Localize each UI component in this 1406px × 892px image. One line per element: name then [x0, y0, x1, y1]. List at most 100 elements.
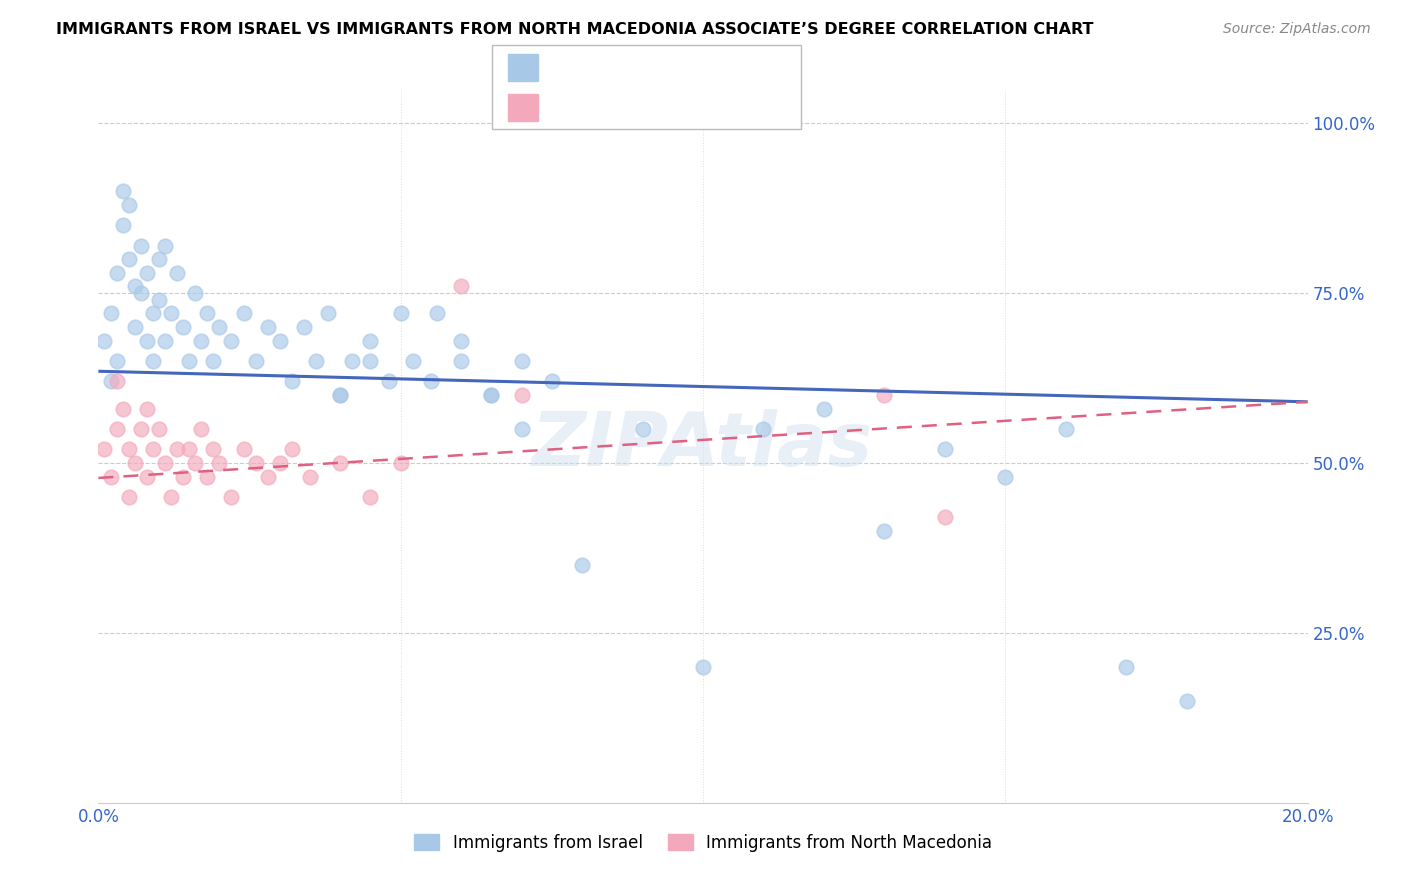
Point [208, 320, 231, 334]
Point [135, 469, 157, 483]
Point [692, 660, 714, 674]
Point [481, 388, 503, 402]
Point [100, 469, 122, 483]
Point [360, 334, 382, 348]
Point [179, 442, 201, 457]
Point [118, 490, 141, 504]
Point [148, 252, 170, 266]
Point [93, 334, 115, 348]
Point [100, 306, 122, 320]
Point [118, 252, 141, 266]
Point [129, 286, 152, 301]
Point [1175, 694, 1198, 708]
Point [873, 524, 896, 538]
Point [202, 442, 225, 457]
Point [142, 442, 165, 457]
Point [256, 469, 278, 483]
Point [342, 354, 364, 368]
Point [118, 442, 141, 457]
Point [124, 456, 146, 470]
Text: ZIPAtlas: ZIPAtlas [533, 409, 873, 483]
Point [269, 334, 291, 348]
Point [105, 422, 128, 436]
Point [232, 442, 254, 457]
Point [153, 238, 176, 252]
Text: R =: R = [548, 60, 579, 75]
Point [420, 375, 443, 389]
Text: IMMIGRANTS FROM ISRAEL VS IMMIGRANTS FROM NORTH MACEDONIA ASSOCIATE’S DEGREE COR: IMMIGRANTS FROM ISRAEL VS IMMIGRANTS FRO… [56, 22, 1094, 37]
Point [105, 375, 128, 389]
Point [540, 375, 562, 389]
Point [360, 354, 382, 368]
Point [360, 490, 382, 504]
Point [142, 354, 165, 368]
Point [148, 293, 170, 307]
Point [160, 490, 183, 504]
Point [135, 334, 157, 348]
Point [934, 510, 956, 524]
FancyBboxPatch shape [508, 94, 538, 120]
Point [752, 422, 775, 436]
Point [389, 456, 412, 470]
Point [377, 375, 399, 389]
Point [142, 306, 165, 320]
Point [450, 279, 472, 293]
Point [153, 334, 176, 348]
Point [105, 266, 128, 280]
Point [450, 334, 472, 348]
FancyBboxPatch shape [508, 54, 538, 81]
Text: 0.121: 0.121 [588, 100, 634, 115]
Point [208, 456, 231, 470]
Point [124, 279, 146, 293]
Point [100, 375, 122, 389]
Point [184, 456, 207, 470]
Point [245, 354, 267, 368]
Point [179, 354, 201, 368]
Point [450, 354, 472, 368]
Point [510, 388, 533, 402]
Point [202, 354, 225, 368]
Point [129, 238, 152, 252]
Point [269, 456, 291, 470]
Point [166, 266, 188, 280]
Point [281, 375, 304, 389]
Point [281, 442, 304, 457]
Text: 67: 67 [690, 60, 710, 75]
Point [190, 422, 212, 436]
Point [934, 442, 956, 457]
Text: Source: ZipAtlas.com: Source: ZipAtlas.com [1223, 22, 1371, 37]
Point [111, 401, 134, 416]
Legend: Immigrants from Israel, Immigrants from North Macedonia: Immigrants from Israel, Immigrants from … [408, 828, 998, 859]
Point [245, 456, 267, 470]
Text: -0.043: -0.043 [588, 60, 640, 75]
Point [873, 388, 896, 402]
Point [195, 469, 218, 483]
Point [221, 490, 243, 504]
Point [153, 456, 176, 470]
Point [232, 306, 254, 320]
Point [135, 266, 157, 280]
Point [184, 286, 207, 301]
Point [166, 442, 188, 457]
Text: N =: N = [650, 100, 682, 115]
Point [329, 456, 352, 470]
Point [510, 354, 533, 368]
Point [305, 354, 328, 368]
Text: 37: 37 [690, 100, 710, 115]
Point [994, 469, 1017, 483]
Point [1115, 660, 1137, 674]
Text: N =: N = [650, 60, 682, 75]
Point [316, 306, 339, 320]
Point [172, 469, 194, 483]
Point [292, 320, 315, 334]
Point [510, 422, 533, 436]
Point [129, 422, 152, 436]
Text: R =: R = [548, 100, 579, 115]
Point [221, 334, 243, 348]
Point [190, 334, 212, 348]
Point [135, 401, 157, 416]
Point [329, 388, 352, 402]
Point [256, 320, 278, 334]
FancyBboxPatch shape [492, 45, 801, 129]
Point [148, 422, 170, 436]
